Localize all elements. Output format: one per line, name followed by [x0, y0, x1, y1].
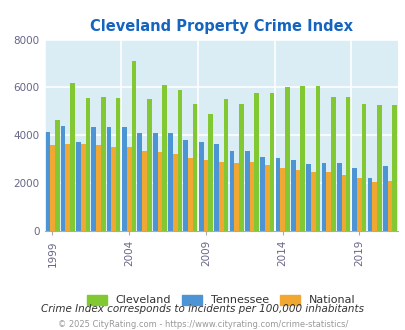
Title: Cleveland Property Crime Index: Cleveland Property Crime Index	[90, 19, 352, 34]
Bar	[131, 61, 136, 231]
Bar	[290, 160, 295, 231]
Bar	[361, 104, 366, 231]
Bar	[345, 97, 350, 231]
Bar	[392, 105, 396, 231]
Bar	[223, 99, 228, 231]
Bar	[356, 178, 361, 231]
Bar	[177, 90, 182, 231]
Bar	[387, 181, 392, 231]
Bar	[147, 99, 151, 231]
Bar	[70, 83, 75, 231]
Bar	[218, 162, 223, 231]
Bar	[116, 98, 121, 231]
Bar	[168, 133, 173, 231]
Bar	[96, 145, 100, 231]
Bar	[260, 157, 264, 231]
Bar	[229, 151, 234, 231]
Bar	[376, 105, 381, 231]
Text: © 2025 CityRating.com - https://www.cityrating.com/crime-statistics/: © 2025 CityRating.com - https://www.city…	[58, 320, 347, 329]
Bar	[45, 132, 50, 231]
Bar	[234, 163, 239, 231]
Bar	[300, 86, 304, 231]
Bar	[188, 158, 192, 231]
Bar	[279, 168, 284, 231]
Bar	[264, 165, 269, 231]
Bar	[157, 152, 162, 231]
Bar	[382, 166, 387, 231]
Bar	[183, 140, 188, 231]
Bar	[85, 98, 90, 231]
Bar	[126, 147, 131, 231]
Bar	[326, 172, 330, 231]
Bar	[244, 151, 249, 231]
Bar	[162, 85, 166, 231]
Bar	[61, 126, 65, 231]
Bar	[367, 178, 371, 231]
Bar	[111, 147, 116, 231]
Bar	[315, 86, 320, 231]
Bar	[249, 162, 254, 231]
Bar	[173, 154, 177, 231]
Bar	[284, 87, 289, 231]
Bar	[310, 172, 315, 231]
Bar	[305, 164, 310, 231]
Bar	[371, 182, 376, 231]
Bar	[208, 114, 213, 231]
Bar	[203, 160, 208, 231]
Bar	[330, 97, 335, 231]
Bar	[214, 144, 218, 231]
Bar	[275, 158, 279, 231]
Bar	[269, 93, 274, 231]
Bar	[192, 104, 197, 231]
Bar	[65, 144, 70, 231]
Bar	[91, 127, 96, 231]
Bar	[254, 93, 258, 231]
Legend: Cleveland, Tennessee, National: Cleveland, Tennessee, National	[82, 290, 359, 310]
Bar	[55, 120, 60, 231]
Bar	[336, 163, 341, 231]
Bar	[239, 104, 243, 231]
Bar	[122, 127, 126, 231]
Bar	[321, 163, 326, 231]
Bar	[142, 151, 147, 231]
Text: Crime Index corresponds to incidents per 100,000 inhabitants: Crime Index corresponds to incidents per…	[41, 304, 364, 314]
Bar	[198, 143, 203, 231]
Bar	[81, 144, 85, 231]
Bar	[295, 170, 300, 231]
Bar	[76, 143, 81, 231]
Bar	[100, 97, 105, 231]
Bar	[137, 133, 142, 231]
Bar	[107, 127, 111, 231]
Bar	[50, 145, 55, 231]
Bar	[341, 175, 345, 231]
Bar	[152, 133, 157, 231]
Bar	[352, 168, 356, 231]
